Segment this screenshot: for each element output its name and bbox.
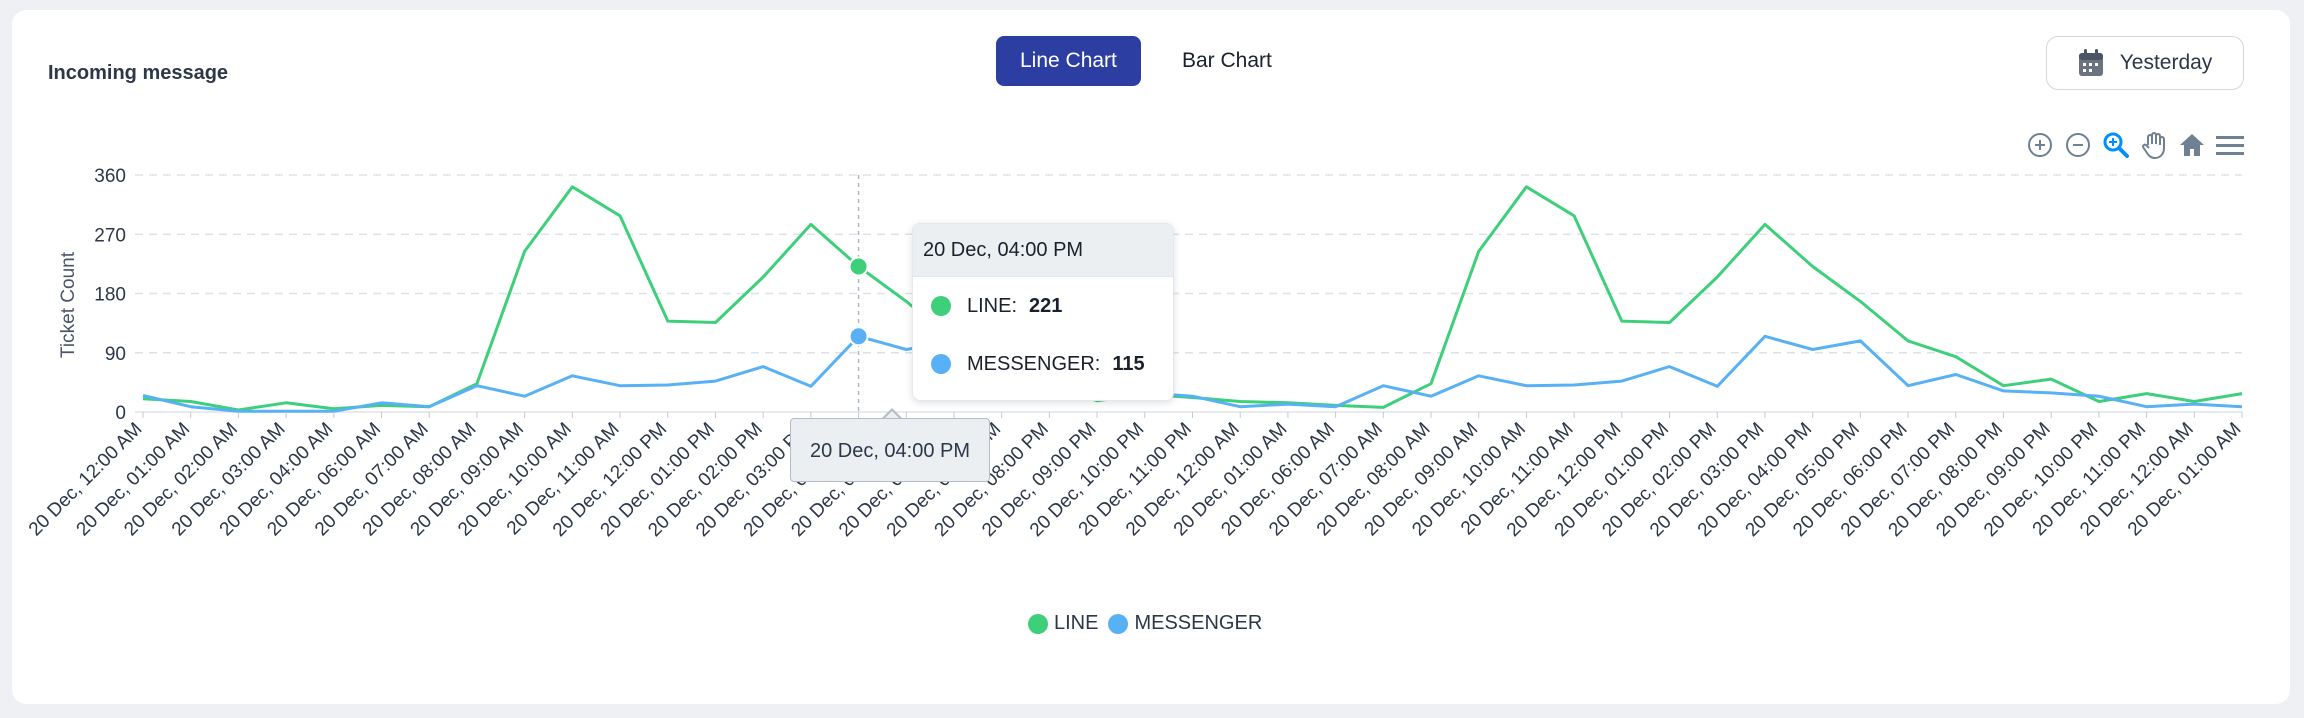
legend-item-line[interactable]: LINE (1028, 612, 1098, 635)
date-filter-button[interactable]: Yesterday (2046, 36, 2244, 90)
legend-line-marker (1028, 613, 1048, 634)
tooltip-line-value: 221 (1029, 294, 1063, 317)
legend-item-messenger[interactable]: MESSENGER (1108, 612, 1262, 635)
highlight-point-messenger[interactable] (848, 326, 869, 347)
card-title: Incoming message (48, 62, 229, 84)
y-tick-label: 270 (94, 225, 126, 246)
legend-messenger-label: MESSENGER (1134, 612, 1263, 634)
calendar-icon (2078, 49, 2103, 76)
zoom-select-icon[interactable] (2101, 130, 2131, 160)
tooltip-messenger-marker (931, 354, 951, 374)
y-tick-label: 360 (94, 166, 126, 187)
chart-toolbar (2025, 130, 2245, 160)
tooltip-messenger-value: 115 (1112, 352, 1145, 375)
highlight-point-line[interactable] (848, 256, 869, 277)
legend-messenger-marker (1108, 613, 1129, 634)
zoom-out-icon[interactable] (2063, 130, 2093, 160)
menu-icon[interactable] (2215, 130, 2245, 160)
legend-line-label: LINE (1054, 612, 1099, 634)
tooltip-row-messenger: MESSENGER: 115 (913, 335, 1173, 393)
zoom-in-icon[interactable] (2025, 130, 2055, 160)
x-axis-tooltip: 20 Dec, 04:00 PM (790, 418, 990, 482)
tooltip-line-label: LINE: (967, 294, 1018, 317)
chart-tooltip: 20 Dec, 04:00 PM LINE: 221 MESSENGER: 11… (912, 223, 1174, 401)
series-line-line[interactable] (142, 185, 2243, 412)
y-axis-ticks: 0 90 180 270 360 (94, 166, 126, 424)
chart-series (142, 185, 2243, 413)
home-icon[interactable] (2177, 130, 2207, 160)
y-axis-label: Ticket Count (58, 251, 79, 358)
tooltip-row-line: LINE: 221 (913, 277, 1173, 335)
line-chart-toggle[interactable]: Line Chart (996, 36, 1141, 86)
tooltip-title: 20 Dec, 04:00 PM (913, 224, 1173, 277)
tooltip-messenger-label: MESSENGER: (967, 352, 1101, 375)
tooltip-line-marker (931, 296, 951, 316)
chart-markers (848, 256, 869, 347)
y-tick-label: 90 (105, 344, 126, 365)
chart-grid (135, 174, 2242, 413)
y-tick-label: 180 (94, 285, 126, 306)
bar-chart-toggle[interactable]: Bar Chart (1158, 36, 1296, 86)
series-line-messenger[interactable] (142, 334, 2243, 413)
y-tick-label: 0 (115, 403, 126, 424)
pan-icon[interactable] (2139, 130, 2169, 160)
chart-legend: LINE MESSENGER (1028, 612, 1262, 635)
date-filter-label: Yesterday (2119, 51, 2213, 74)
x-tooltip-arrow-inner (884, 411, 900, 419)
